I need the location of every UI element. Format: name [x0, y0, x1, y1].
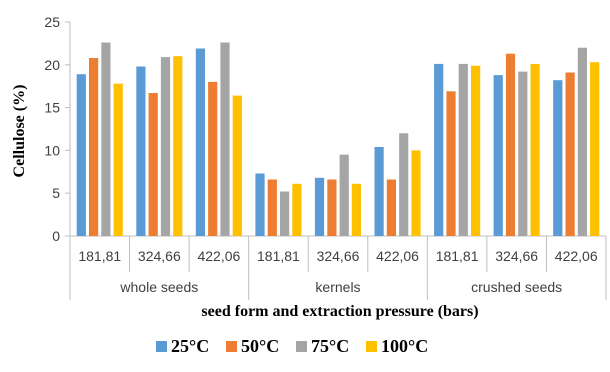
bar: [590, 62, 600, 237]
bars: [76, 42, 600, 237]
bar: [399, 133, 409, 236]
bar: [173, 56, 183, 237]
legend-swatch: [226, 341, 237, 352]
y-tick-label: 20: [44, 57, 60, 73]
bar: [374, 147, 384, 236]
y-tick-label: 0: [52, 228, 60, 244]
x-tick-label: 422,06: [376, 248, 419, 264]
bar: [411, 150, 421, 236]
group-label: crushed seeds: [471, 279, 562, 295]
y-tick-label: 5: [52, 185, 60, 201]
legend-label: 25°C: [171, 336, 209, 356]
x-tick-label: 324,66: [138, 248, 181, 264]
legend-swatch: [296, 341, 307, 352]
legend: 25°C 50°C 75°C 100°C: [156, 336, 428, 356]
legend-swatch: [366, 341, 377, 352]
bar: [530, 63, 540, 237]
legend-label: 50°C: [241, 336, 279, 356]
legend-label: 100°C: [381, 336, 428, 356]
bar: [255, 173, 265, 236]
y-tick-label: 25: [44, 14, 60, 30]
legend-swatch: [156, 341, 167, 352]
bar: [493, 75, 503, 236]
bar: [160, 57, 171, 236]
bar: [327, 179, 337, 236]
group-label: whole seeds: [119, 279, 198, 295]
bar: [565, 72, 575, 236]
y-axis-title: Cellulose (%): [11, 85, 28, 178]
bar: [434, 63, 444, 237]
bar: [553, 80, 563, 236]
x-tick-label: 181,81: [257, 248, 300, 264]
bar: [101, 42, 111, 236]
bar: [458, 63, 468, 237]
bar: [314, 177, 325, 236]
bar: [220, 42, 230, 236]
x-tick-label: 324,66: [317, 248, 360, 264]
x-tick-label: 422,06: [197, 248, 240, 264]
bar: [351, 183, 361, 236]
bar: [208, 81, 218, 237]
bar: [339, 154, 349, 236]
x-tick-label: 324,66: [495, 248, 538, 264]
group-label: kernels: [315, 279, 360, 295]
legend-label: 75°C: [311, 336, 349, 356]
bar: [386, 179, 396, 236]
y-tick-label: 10: [44, 142, 60, 158]
bar: [518, 71, 528, 236]
bar: [267, 179, 277, 236]
bar: [113, 83, 123, 236]
bar: [76, 74, 86, 236]
x-axis-title: seed form and extraction pressure (bars): [201, 303, 478, 320]
x-tick-label: 422,06: [555, 248, 598, 264]
bar: [471, 65, 481, 236]
axes: [65, 21, 607, 300]
bar: [89, 58, 99, 236]
bar: [280, 191, 290, 236]
y-tick-label: 15: [44, 100, 60, 116]
x-tick-label: 181,81: [78, 248, 121, 264]
bar: [505, 53, 516, 237]
axis-labels: 0 5 10 15 20 25 181,81 324,66 422,06 whole seeds 1…: [44, 14, 597, 295]
bar: [446, 91, 456, 236]
bar: [136, 66, 146, 236]
bar: [292, 183, 302, 236]
bar: [195, 48, 205, 236]
bar: [232, 95, 242, 236]
bar: [148, 93, 158, 236]
x-tick-label: 181,81: [436, 248, 479, 264]
bar: [577, 47, 587, 237]
